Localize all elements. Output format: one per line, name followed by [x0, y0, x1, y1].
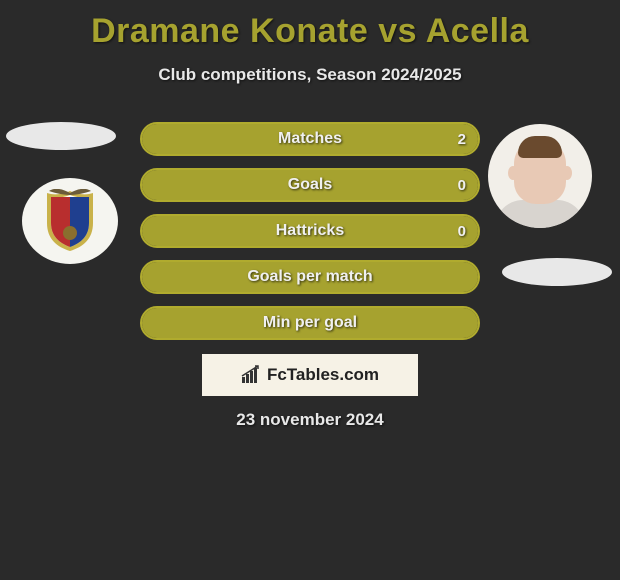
watermark: FcTables.com	[202, 354, 418, 396]
stat-label: Goals per match	[247, 268, 372, 286]
date-text: 23 november 2024	[0, 410, 620, 430]
watermark-text: FcTables.com	[267, 365, 379, 385]
player-left-placeholder	[6, 122, 116, 150]
stat-label: Goals	[288, 176, 332, 194]
stats-container: Matches 2 Goals 0 Hattricks 0 Goals per match M…	[140, 122, 480, 352]
stat-row: Hattricks 0	[140, 214, 480, 248]
stat-value-right: 2	[458, 131, 466, 148]
club-crest-icon	[43, 189, 97, 253]
player-right-avatar	[488, 124, 592, 228]
page-title: Dramane Konate vs Acella	[0, 0, 620, 51]
player-left-club-crest	[22, 178, 118, 264]
stat-label: Hattricks	[276, 222, 344, 240]
stat-row: Min per goal	[140, 306, 480, 340]
stat-row: Goals per match	[140, 260, 480, 294]
bar-chart-icon	[241, 365, 263, 385]
stat-label: Min per goal	[263, 314, 357, 332]
stat-value-right: 0	[458, 177, 466, 194]
stat-row: Matches 2	[140, 122, 480, 156]
subtitle: Club competitions, Season 2024/2025	[0, 65, 620, 85]
stat-value-right: 0	[458, 223, 466, 240]
player-right-placeholder	[502, 258, 612, 286]
stat-row: Goals 0	[140, 168, 480, 202]
stat-label: Matches	[278, 130, 342, 148]
